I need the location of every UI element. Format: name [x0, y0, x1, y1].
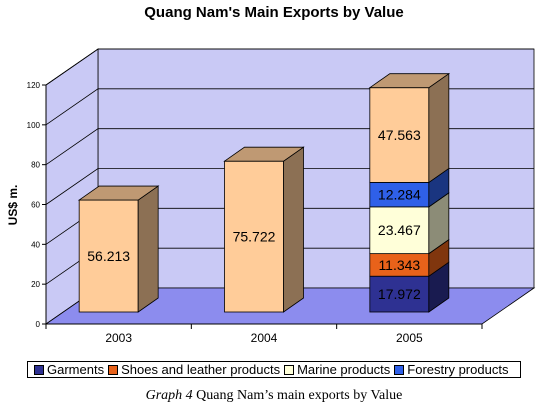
data-label: 23.467 [378, 222, 421, 238]
bar-2003 [78, 185, 159, 313]
data-label: 56.213 [87, 248, 130, 264]
legend-label: Marine products [297, 362, 391, 377]
axes: 0 20 40 60 80 100 120 2003 2004 2005 [27, 81, 483, 345]
y-tick-label: 0 [36, 320, 41, 329]
bar-segment-front [369, 275, 430, 313]
y-axis-label: US$ m. [6, 185, 20, 226]
x-tick-label: 2005 [396, 331, 423, 345]
caption-label: Graph 4 [145, 388, 193, 403]
bar-2004 [224, 146, 304, 313]
bar-segment [369, 72, 450, 184]
bar-2003-front [78, 199, 139, 313]
legend-swatch [108, 364, 119, 375]
data-label: 47.563 [378, 127, 421, 143]
legend-item: Garments [34, 362, 104, 377]
bar-2004-side [283, 146, 304, 313]
data-label: 75.722 [233, 229, 276, 245]
y-tick-label: 20 [31, 280, 40, 289]
y-tick-label: 80 [31, 161, 40, 170]
x-tick-label: 2003 [105, 331, 132, 345]
bar-top-2003 [77, 185, 160, 201]
bar-segment-side [428, 72, 450, 184]
legend-label: Garments [47, 362, 105, 377]
y-tick-label: 40 [31, 240, 40, 249]
legend-swatch [284, 364, 295, 375]
bar-2003-side [137, 185, 159, 313]
legend-swatch [394, 364, 405, 375]
bars: 56.213 75.722 17.972 11.343 23.467 12.284 47.5… [77, 72, 451, 313]
chart-title: Quang Nam's Main Exports by Value [144, 4, 404, 21]
x-tick-label: 2004 [251, 331, 278, 345]
legend-item: Marine products [284, 362, 390, 377]
bar-chart: 56.213 75.722 17.972 11.343 23.467 12.284 47.5… [6, 48, 536, 345]
caption: Graph 4 Quang Nam’s main exports by Valu… [0, 388, 548, 404]
bar-segment-front [369, 182, 430, 208]
caption-text: Quang Nam’s main exports by Value [196, 388, 403, 403]
legend-item: Forestry products [394, 362, 508, 377]
bar-segment-front [369, 87, 430, 183]
legend-label: Forestry products [407, 362, 509, 377]
y-tick-label: 100 [27, 121, 41, 130]
bar-top-2004 [223, 146, 305, 162]
legend-label: Shoes and leather products [121, 362, 281, 377]
legend: Garments Shoes and leather products Marine… [27, 361, 521, 378]
y-tick-label: 120 [27, 81, 41, 90]
data-label: 17.972 [378, 286, 421, 302]
legend-swatch [34, 364, 44, 375]
bar-top-2005 [368, 73, 451, 89]
data-label: 11.343 [378, 257, 420, 273]
gridline [45, 48, 534, 86]
y-tick-label: 60 [31, 201, 40, 210]
data-label: 12.284 [378, 187, 421, 203]
bar-segment-front [369, 206, 430, 255]
legend-item: Shoes and leather products [108, 362, 280, 377]
